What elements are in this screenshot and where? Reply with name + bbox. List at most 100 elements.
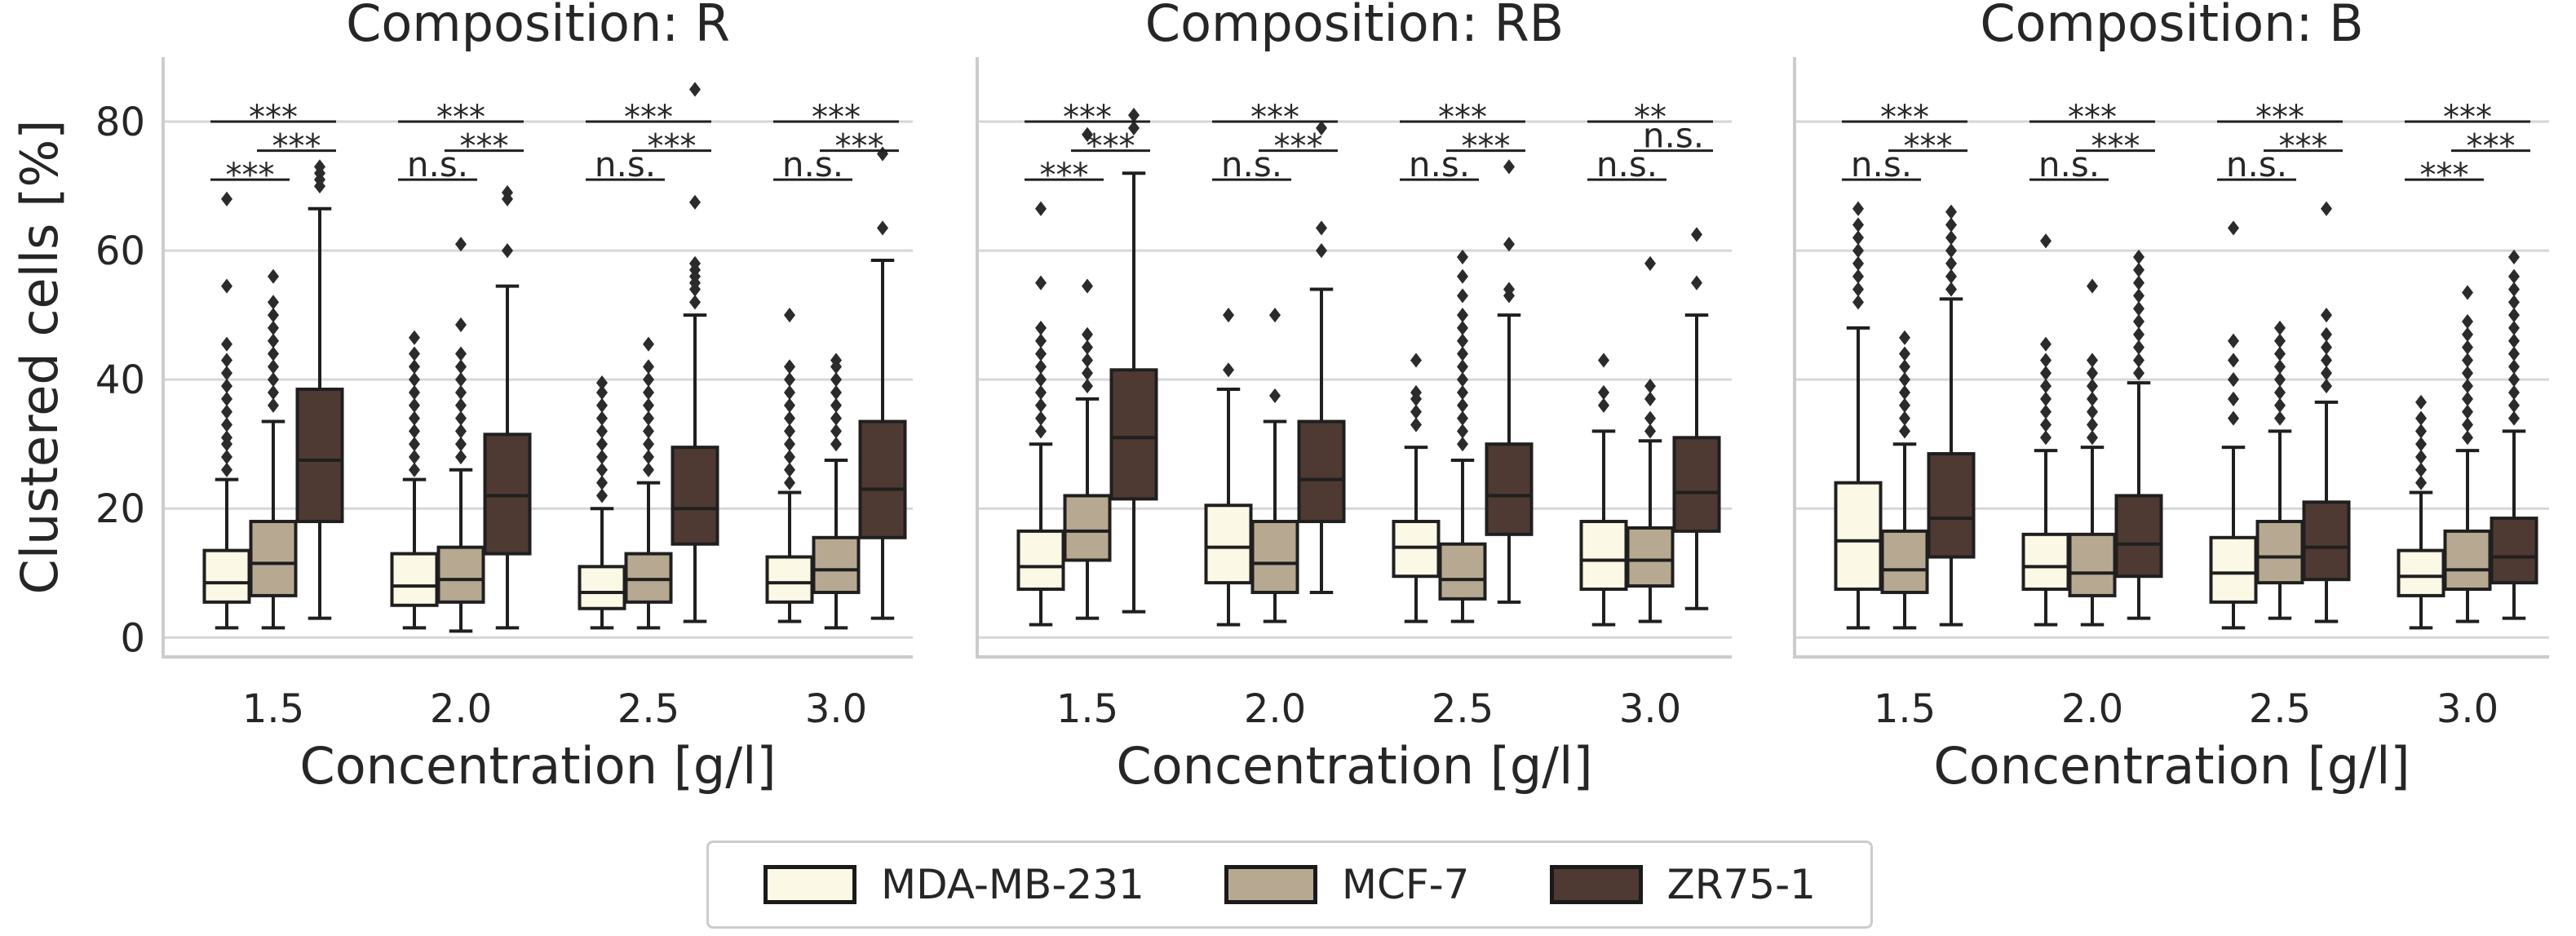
- significance-annotation: ***: [1259, 128, 1338, 166]
- significance-label: ***: [1250, 99, 1299, 136]
- outlier-point: [1457, 359, 1468, 375]
- outlier-point: [221, 366, 232, 381]
- outlier-point: [784, 372, 795, 388]
- outlier-point: [596, 384, 608, 401]
- significance-annotation: ***: [257, 128, 336, 166]
- x-axis-label: Concentration [g/l]: [1116, 736, 1592, 796]
- outlier-point: [643, 372, 654, 388]
- significance-annotation: n.s.: [1634, 116, 1713, 156]
- outlier-point: [2274, 384, 2286, 401]
- outlier-point: [1457, 333, 1468, 348]
- iqr-box: [202, 548, 251, 604]
- outlier-point: [1457, 410, 1468, 426]
- outlier-point: [1899, 346, 1910, 362]
- outlier-point: [784, 410, 795, 426]
- outlier-point: [2462, 313, 2473, 330]
- outlier-point: [1945, 255, 1957, 272]
- outlier-point: [2508, 295, 2520, 310]
- x-axis-label: Concentration [g/l]: [299, 736, 776, 796]
- box-zr75-1: [671, 82, 719, 623]
- iqr-box: [436, 545, 485, 604]
- box-mda-mb-231: [1392, 353, 1441, 623]
- outlier-point: [2040, 417, 2052, 433]
- x-tick-label: 1.5: [1056, 686, 1118, 732]
- box-mcf-7: [1438, 249, 1487, 623]
- significance-annotation: ***: [1212, 99, 1338, 136]
- box-mcf-7: [2255, 320, 2304, 620]
- outlier-point: [784, 308, 795, 323]
- outlier-point: [1457, 288, 1468, 304]
- legend: MDA-MB-231 MCF-7 ZR75-1: [706, 841, 1873, 929]
- outlier-point: [268, 346, 279, 362]
- x-tick-label: 1.5: [1874, 686, 1936, 732]
- outlier-point: [784, 359, 795, 375]
- outlier-point: [409, 449, 420, 465]
- significance-label: n.s.: [1596, 144, 1658, 184]
- outlier-point: [1457, 308, 1468, 323]
- significance-label: ***: [1904, 128, 1953, 166]
- significance-label: n.s.: [2038, 144, 2100, 184]
- outlier-point: [2087, 378, 2098, 394]
- outlier-point: [2321, 378, 2332, 394]
- outlier-point: [689, 194, 701, 210]
- outlier-point: [268, 295, 279, 310]
- y-tick-label-60: 60: [95, 228, 145, 274]
- legend-item-zr75-1: ZR75-1: [1549, 861, 1816, 908]
- outlier-point: [596, 375, 608, 391]
- box-zr75-1: [1927, 204, 1976, 627]
- outlier-point: [502, 184, 513, 201]
- iqr-box: [2443, 529, 2492, 592]
- outlier-point: [455, 372, 467, 388]
- outlier-point: [2508, 372, 2520, 388]
- significance-label: n.s.: [1643, 116, 1704, 156]
- y-tick-label-0: 0: [120, 615, 145, 661]
- outlier-point: [1899, 384, 1910, 401]
- box-mcf-7: [1626, 255, 1675, 623]
- outlier-point: [1598, 397, 1609, 413]
- box-zr75-1: [295, 159, 344, 620]
- outlier-point: [2228, 391, 2239, 406]
- outlier-point: [1035, 397, 1047, 413]
- x-tick-label: 3.0: [1619, 686, 1681, 732]
- outlier-point: [409, 410, 420, 426]
- outlier-point: [2415, 394, 2427, 410]
- outlier-point: [1316, 120, 1327, 136]
- significance-annotation: n.s.: [398, 144, 477, 184]
- significance-label: ***: [2420, 157, 2469, 194]
- outlier-point: [596, 488, 608, 503]
- significance-label: n.s.: [595, 144, 656, 184]
- iqr-box: [1485, 442, 1534, 536]
- outlier-point: [643, 397, 654, 413]
- outlier-point: [689, 255, 701, 272]
- outlier-point: [2321, 339, 2332, 355]
- box-mda-mb-231: [390, 330, 439, 630]
- significance-label: ***: [1063, 99, 1112, 136]
- iqr-box: [1204, 503, 1253, 585]
- iqr-box: [765, 555, 814, 604]
- outlier-point: [643, 449, 654, 465]
- group-2.0: 2.0******n.s.: [390, 99, 532, 732]
- group-2.5: 2.5******n.s.: [578, 82, 719, 732]
- outlier-point: [2321, 366, 2332, 381]
- significance-annotation: ***: [2405, 157, 2484, 194]
- outlier-point: [268, 397, 279, 413]
- outlier-point: [2133, 353, 2144, 368]
- outlier-point: [1457, 384, 1468, 401]
- outlier-point: [830, 397, 842, 413]
- outlier-point: [1223, 308, 1234, 323]
- group-2.0: 2.0******n.s.: [1204, 99, 1346, 732]
- outlier-point: [268, 384, 279, 401]
- legend-item-mcf-7: MCF-7: [1224, 861, 1470, 908]
- outlier-point: [2508, 410, 2520, 426]
- outlier-point: [1644, 378, 1656, 394]
- outlier-point: [1457, 372, 1468, 388]
- significance-annotation: ***: [586, 99, 711, 136]
- x-axis-label: Concentration [g/l]: [1933, 736, 2410, 796]
- outlier-point: [2133, 288, 2144, 304]
- significance-annotation: ***: [2217, 99, 2343, 136]
- outlier-point: [409, 397, 420, 413]
- outlier-point: [689, 295, 701, 310]
- significance-annotation: ***: [2029, 99, 2155, 136]
- box-mcf-7: [812, 353, 861, 630]
- outlier-point: [2274, 359, 2286, 375]
